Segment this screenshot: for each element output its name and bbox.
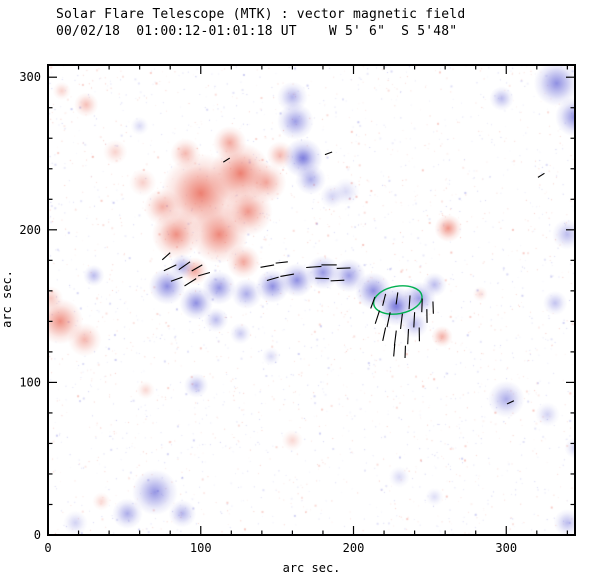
tick-marks	[47, 65, 575, 536]
plot-title: Solar Flare Telescope (MTK) : vector mag…	[56, 7, 466, 22]
x-axis-label: arc sec.	[282, 561, 341, 575]
x-tick-label: 300	[495, 541, 517, 555]
y-tick-label: 200	[19, 223, 41, 237]
x-tick-label: 200	[343, 541, 365, 555]
y-tick-label: 0	[34, 528, 41, 542]
y-tick-label: 300	[19, 70, 41, 84]
plot-subtitle: 00/02/18 01:00:12-01:01:18 UT W 5' 6" S …	[56, 24, 458, 39]
field-vectors	[161, 151, 545, 405]
flux-blobs	[49, 66, 574, 534]
flare-contour	[372, 285, 423, 315]
x-tick-label: 100	[190, 541, 212, 555]
axes-frame	[47, 64, 576, 536]
y-tick-label: 100	[19, 375, 41, 389]
y-axis-label: arc sec.	[0, 270, 14, 328]
x-tick-label: 0	[44, 541, 51, 555]
